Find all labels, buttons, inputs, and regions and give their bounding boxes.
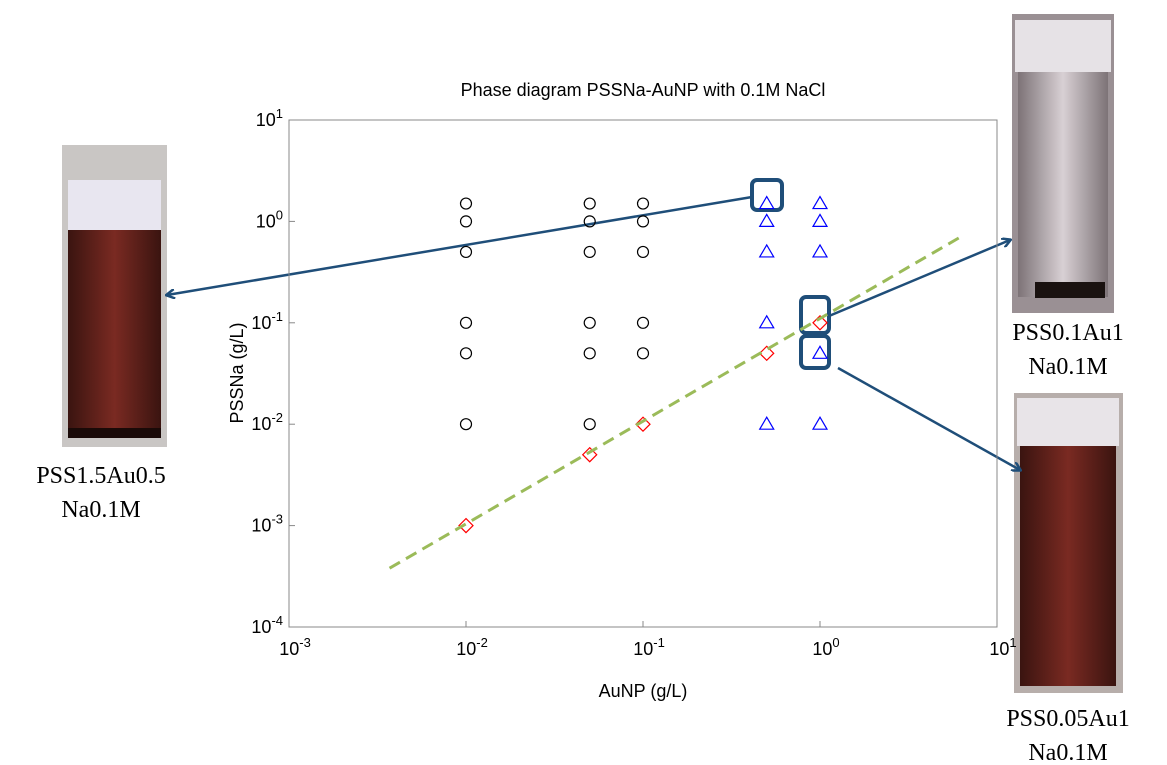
plot-frame bbox=[288, 119, 998, 628]
tick-exponent: -1 bbox=[271, 309, 283, 324]
tick-exponent: 0 bbox=[276, 207, 283, 222]
photo-caption: PSS0.1Au1 bbox=[1012, 320, 1123, 346]
point bbox=[583, 197, 596, 210]
x-tick-label: 10-1 bbox=[633, 635, 665, 659]
y-tick-label: 10-2 bbox=[251, 410, 283, 434]
tick-base: 10 bbox=[251, 313, 271, 333]
point bbox=[635, 416, 651, 433]
point bbox=[583, 418, 596, 431]
point bbox=[583, 215, 596, 228]
tick-exponent: -2 bbox=[271, 410, 283, 425]
point bbox=[758, 345, 775, 362]
y-tick-label: 100 bbox=[256, 207, 283, 231]
photo-right-top bbox=[1012, 14, 1114, 313]
tick-base: 10 bbox=[251, 516, 271, 536]
point bbox=[459, 347, 473, 360]
point bbox=[583, 316, 596, 329]
tick-base: 10 bbox=[251, 414, 271, 434]
tick-base: 10 bbox=[633, 639, 653, 659]
point bbox=[459, 316, 473, 329]
point bbox=[581, 446, 598, 463]
tick-exponent: -3 bbox=[299, 635, 311, 650]
chart-title: Phase diagram PSSNa-AuNP with 0.1M NaCl bbox=[461, 80, 826, 100]
point bbox=[811, 213, 829, 227]
y-tick-label: 10-3 bbox=[251, 512, 283, 536]
x-tick-label: 10-2 bbox=[456, 635, 488, 659]
point bbox=[459, 215, 473, 228]
tick-base: 10 bbox=[456, 639, 476, 659]
point bbox=[758, 213, 775, 227]
point bbox=[636, 245, 650, 259]
tick-exponent: -4 bbox=[271, 613, 283, 628]
tick-exponent: 1 bbox=[1009, 635, 1016, 650]
fit-line bbox=[388, 235, 962, 570]
point bbox=[459, 197, 473, 210]
point bbox=[583, 245, 596, 259]
point bbox=[459, 245, 473, 259]
tick-exponent: -3 bbox=[271, 512, 283, 527]
tick-base: 10 bbox=[256, 110, 276, 130]
tick-base: 10 bbox=[812, 639, 832, 659]
point bbox=[812, 314, 828, 331]
y-tick-label: 10-4 bbox=[251, 613, 283, 637]
y-axis-label: PSSNa (g/L) bbox=[227, 322, 247, 423]
point bbox=[811, 416, 829, 430]
photo-right-bottom bbox=[1014, 393, 1123, 693]
highlights bbox=[750, 178, 831, 370]
tick-base: 10 bbox=[251, 617, 271, 637]
photo-caption: Na0.1M bbox=[1028, 354, 1107, 380]
photo-caption: Na0.1M bbox=[61, 497, 140, 523]
point bbox=[758, 416, 775, 430]
x-tick-label: 100 bbox=[812, 635, 839, 659]
photo-caption: PSS0.05Au1 bbox=[1006, 706, 1129, 732]
tick-base: 10 bbox=[989, 639, 1009, 659]
point bbox=[636, 316, 650, 329]
point bbox=[811, 243, 829, 258]
y-tick-label: 101 bbox=[256, 106, 283, 130]
y-tick-label: 10-1 bbox=[251, 309, 283, 333]
point bbox=[636, 347, 650, 360]
tick-exponent: 0 bbox=[832, 635, 839, 650]
photo-caption: Na0.1M bbox=[1028, 740, 1107, 765]
tick-exponent: -1 bbox=[653, 635, 665, 650]
tick-exponent: -2 bbox=[476, 635, 488, 650]
point bbox=[636, 215, 650, 228]
point bbox=[583, 347, 596, 360]
photo-left bbox=[62, 145, 167, 447]
tick-base: 10 bbox=[256, 211, 276, 231]
point bbox=[811, 195, 829, 210]
point bbox=[636, 197, 650, 210]
point bbox=[758, 195, 775, 210]
x-tick-label: 101 bbox=[989, 635, 1016, 659]
photo-caption: PSS1.5Au0.5 bbox=[36, 463, 165, 489]
x-tick-label: 10-3 bbox=[279, 635, 311, 659]
x-axis-label: AuNP (g/L) bbox=[599, 681, 688, 701]
point bbox=[758, 243, 775, 258]
point bbox=[459, 418, 473, 431]
tick-base: 10 bbox=[279, 639, 299, 659]
tick-exponent: 1 bbox=[276, 106, 283, 121]
arrows bbox=[167, 195, 1020, 470]
point bbox=[758, 314, 775, 329]
point bbox=[811, 345, 829, 359]
point bbox=[458, 517, 474, 534]
